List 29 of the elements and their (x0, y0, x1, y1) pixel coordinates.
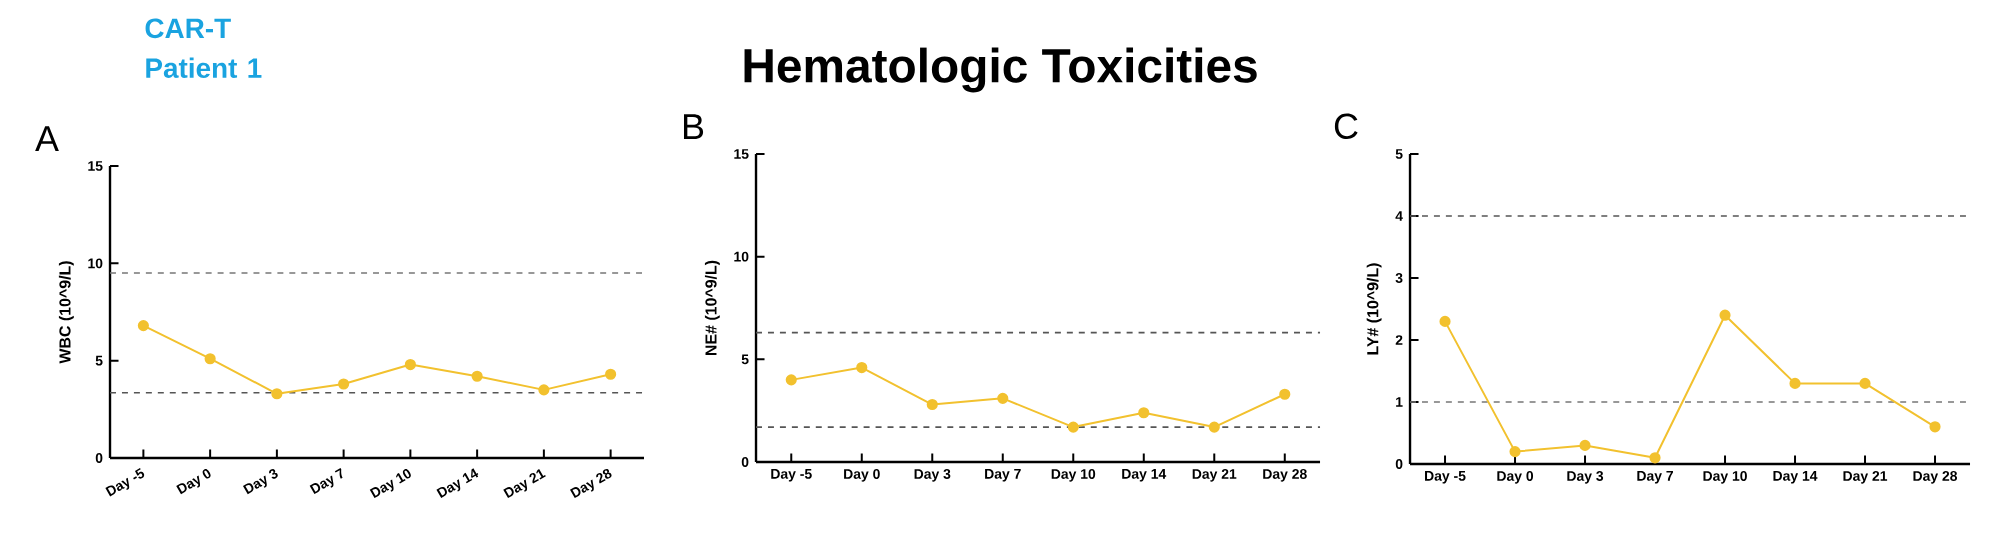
point (1789, 377, 1801, 389)
point (997, 392, 1009, 404)
text: Hematologic Toxicities (744, 47, 1257, 93)
point (1719, 309, 1731, 321)
point (1067, 421, 1079, 433)
point (605, 368, 617, 380)
point (856, 361, 868, 374)
chart-title: C (1334, 113, 1358, 139)
point (1439, 315, 1451, 327)
point (1859, 377, 1871, 389)
point (1279, 388, 1291, 400)
chart-title: A (35, 126, 59, 151)
point (926, 398, 938, 411)
point (404, 358, 416, 371)
point (471, 370, 483, 382)
point (1138, 407, 1150, 419)
point (1509, 446, 1521, 458)
chart-title: B (683, 114, 704, 140)
point (785, 374, 797, 386)
point (338, 378, 350, 390)
point (1208, 421, 1220, 433)
point (538, 384, 550, 396)
point (1579, 439, 1591, 451)
point (1649, 452, 1661, 464)
point (1929, 421, 1941, 433)
text: CAR-T Patient 1 (145, 18, 262, 79)
point (204, 353, 216, 365)
point (271, 388, 283, 400)
point (137, 320, 149, 332)
